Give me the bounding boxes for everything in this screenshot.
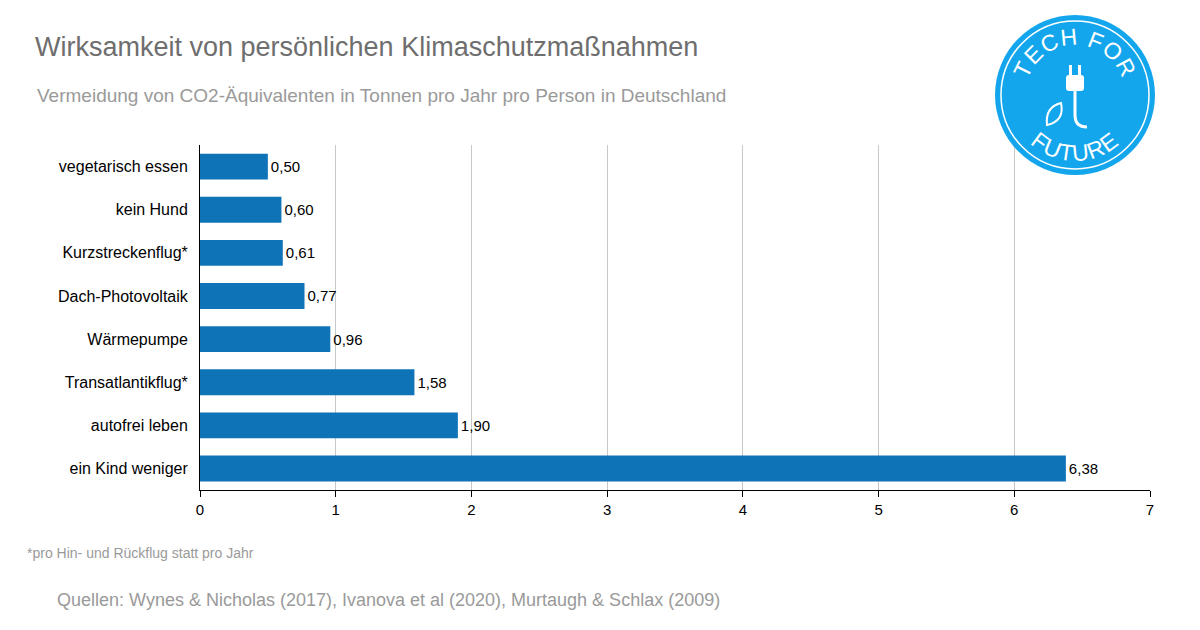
svg-text:Kurzstreckenflug*: Kurzstreckenflug* bbox=[62, 244, 187, 261]
svg-text:Wirksamkeit von persönlichen K: Wirksamkeit von persönlichen Klimaschutz… bbox=[35, 32, 698, 62]
svg-text:*pro Hin- und Rückflug statt p: *pro Hin- und Rückflug statt pro Jahr bbox=[27, 545, 254, 561]
svg-text:FUTURE: FUTURE bbox=[1027, 127, 1124, 167]
svg-text:1,90: 1,90 bbox=[461, 417, 490, 434]
svg-text:0,50: 0,50 bbox=[271, 158, 300, 175]
svg-text:0,60: 0,60 bbox=[284, 201, 313, 218]
svg-text:0,77: 0,77 bbox=[308, 287, 337, 304]
svg-text:0,96: 0,96 bbox=[333, 331, 362, 348]
svg-text:Quellen: Wynes & Nicholas (201: Quellen: Wynes & Nicholas (2017), Ivanov… bbox=[57, 590, 720, 610]
svg-text:Transatlantikflug*: Transatlantikflug* bbox=[65, 374, 188, 391]
svg-text:6: 6 bbox=[1010, 501, 1018, 518]
svg-text:3: 3 bbox=[603, 501, 611, 518]
svg-text:1,58: 1,58 bbox=[417, 374, 446, 391]
svg-text:2: 2 bbox=[467, 501, 475, 518]
svg-text:vegetarisch essen: vegetarisch essen bbox=[59, 158, 188, 175]
svg-text:7: 7 bbox=[1146, 501, 1154, 518]
svg-text:0: 0 bbox=[196, 501, 204, 518]
svg-text:TECH FOR: TECH FOR bbox=[1008, 23, 1142, 81]
svg-text:kein Hund: kein Hund bbox=[116, 201, 188, 218]
svg-text:5: 5 bbox=[874, 501, 882, 518]
svg-text:1: 1 bbox=[332, 501, 340, 518]
svg-text:0,61: 0,61 bbox=[286, 244, 315, 261]
svg-text:Dach-Photovoltaik: Dach-Photovoltaik bbox=[58, 288, 189, 305]
svg-text:4: 4 bbox=[739, 501, 747, 518]
svg-text:ein Kind weniger: ein Kind weniger bbox=[70, 460, 189, 477]
svg-text:autofrei leben: autofrei leben bbox=[91, 417, 188, 434]
svg-text:Wärmepumpe: Wärmepumpe bbox=[87, 331, 188, 348]
svg-text:Vermeidung von CO2-Äquivalente: Vermeidung von CO2-Äquivalenten in Tonne… bbox=[37, 85, 726, 106]
svg-text:6,38: 6,38 bbox=[1069, 460, 1098, 477]
